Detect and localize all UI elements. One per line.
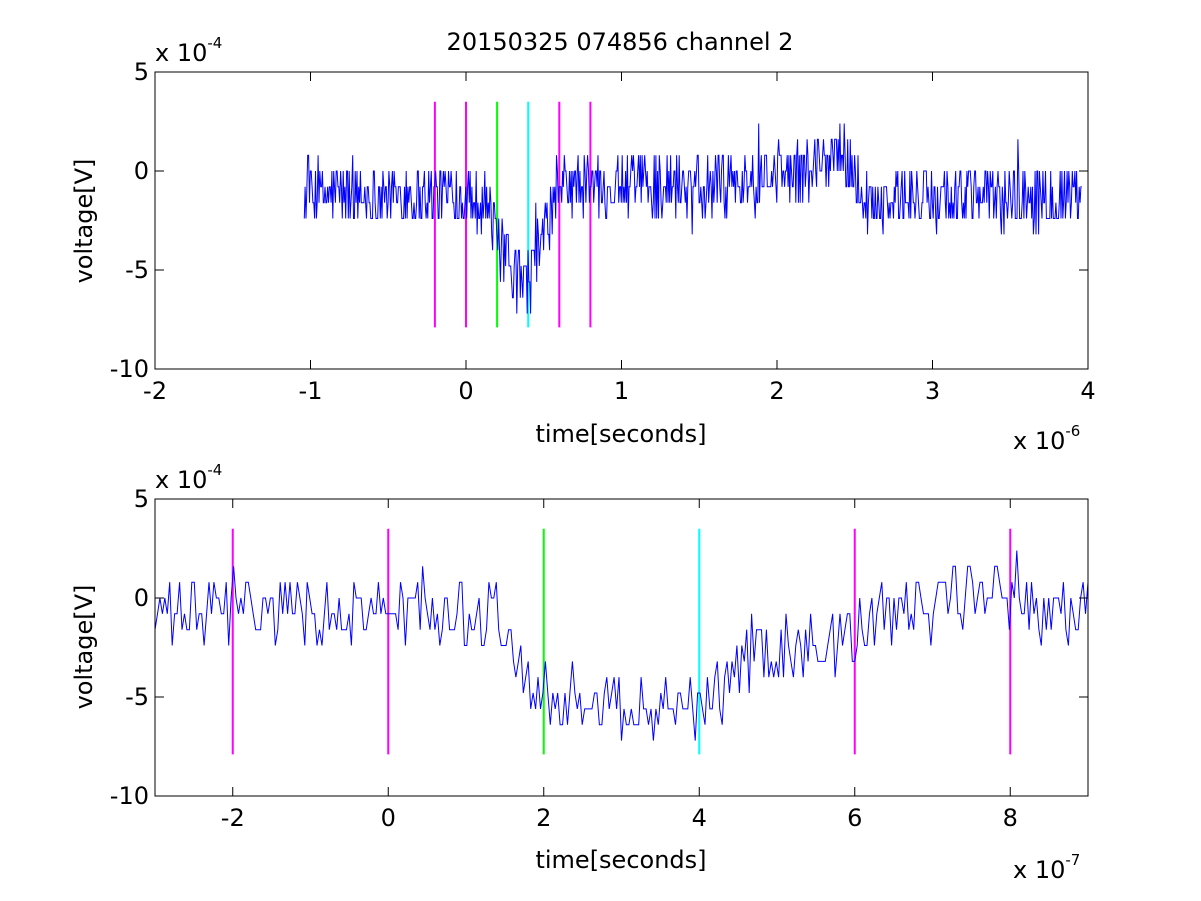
top-signal-line bbox=[303, 123, 1082, 314]
top-marker-lines bbox=[433, 101, 592, 328]
top-y-tick-label: 0 bbox=[134, 157, 149, 185]
bottom-x-tick-label: 6 bbox=[847, 804, 862, 832]
top-y-ticks: -10 -5 0 5 bbox=[110, 58, 1088, 383]
bottom-y-multiplier-exp: -4 bbox=[207, 461, 222, 479]
bottom-x-tick-label: 8 bbox=[1003, 804, 1018, 832]
bottom-y-ticks: -10 -5 0 5 bbox=[110, 485, 1088, 810]
bottom-x-tick-label: 4 bbox=[692, 804, 707, 832]
top-x-multiplier-base: x 10 bbox=[1013, 427, 1065, 455]
top-y-tick-label: -5 bbox=[125, 256, 149, 284]
bottom-x-ticks: -2 0 2 4 6 8 bbox=[221, 499, 1018, 832]
bottom-y-multiplier-base: x 10 bbox=[155, 466, 207, 494]
bottom-plot-area bbox=[155, 499, 1088, 796]
top-x-tick-label: 4 bbox=[1080, 377, 1095, 405]
bottom-subplot: -2 0 2 4 6 8 -10 -5 0 5 time[seconds] voltage[V]… bbox=[70, 461, 1089, 884]
bottom-axes-box bbox=[154, 498, 1089, 797]
top-x-tick-label: 2 bbox=[769, 377, 784, 405]
top-x-tick-label: 0 bbox=[458, 377, 473, 405]
top-x-tick-label: 3 bbox=[925, 377, 940, 405]
top-subplot: -2 -1 0 1 2 3 4 -10-505 time[seconds] voltage[… bbox=[70, 34, 1096, 455]
bottom-signal bbox=[154, 550, 1089, 741]
top-x-multiplier: x 10-6 bbox=[1013, 422, 1080, 455]
top-x-tick-label: -1 bbox=[299, 377, 323, 405]
top-signal bbox=[303, 123, 1082, 314]
top-x-multiplier-exp: -6 bbox=[1065, 422, 1080, 440]
top-y-tick-label: -10 bbox=[110, 355, 149, 383]
bottom-x-tick-label: -2 bbox=[221, 804, 245, 832]
bottom-y-multiplier: x 10-4 bbox=[155, 461, 222, 494]
bottom-y-tick-label: 5 bbox=[134, 485, 149, 513]
top-y-tick-label: 5 bbox=[134, 58, 149, 86]
top-y-multiplier: x 10-4 bbox=[155, 34, 222, 67]
bottom-y-tick-label: -5 bbox=[125, 683, 149, 711]
chart-title: 20150325 074856 channel 2 bbox=[447, 28, 794, 56]
bottom-x-multiplier-exp: -7 bbox=[1065, 851, 1080, 869]
top-x-tick-label: 1 bbox=[614, 377, 629, 405]
bottom-signal-line bbox=[154, 550, 1089, 741]
bottom-x-axis-label: time[seconds] bbox=[535, 846, 706, 874]
bottom-y-axis-label: voltage[V] bbox=[70, 585, 98, 710]
bottom-marker-lines bbox=[231, 528, 1012, 755]
bottom-y-tick-label: 0 bbox=[134, 584, 149, 612]
top-y-axis-label: voltage[V] bbox=[70, 159, 98, 284]
bottom-x-tick-label: 0 bbox=[381, 804, 396, 832]
bottom-y-tick-label: -10 bbox=[110, 782, 149, 810]
top-x-axis-label: time[seconds] bbox=[535, 420, 706, 448]
top-x-ticks: -2 -1 0 1 2 3 4 bbox=[143, 72, 1096, 405]
bottom-x-tick-label: 2 bbox=[536, 804, 551, 832]
bottom-x-multiplier: x 10-7 bbox=[1013, 851, 1080, 884]
top-y-multiplier-exp: -4 bbox=[207, 34, 222, 52]
top-x-tick-label: -2 bbox=[143, 377, 167, 405]
top-y-multiplier-base: x 10 bbox=[155, 39, 207, 67]
top-plot-area bbox=[155, 72, 1088, 369]
bottom-x-multiplier-base: x 10 bbox=[1013, 856, 1065, 884]
